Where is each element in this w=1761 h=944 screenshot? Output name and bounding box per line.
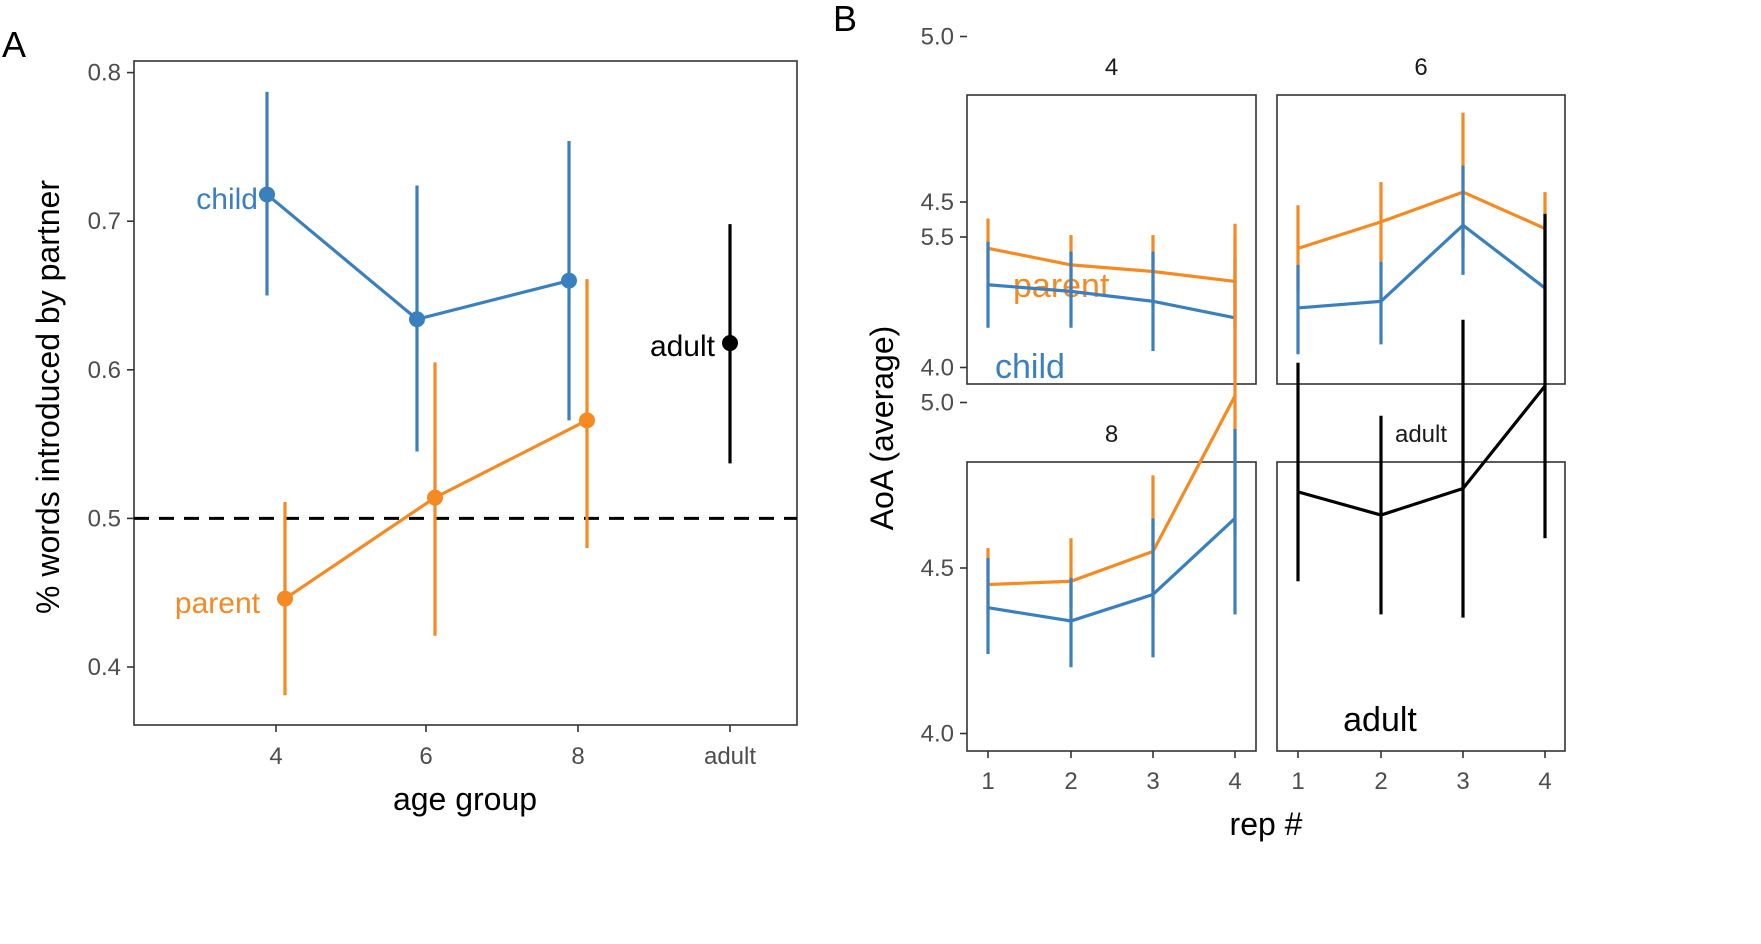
- facet-6-child-line: [1297, 223, 1546, 310]
- panel-a-child-point: [409, 311, 425, 328]
- panel-a-x-tick-label: 4: [269, 743, 282, 770]
- panel-a-x-tick-label: 8: [571, 743, 584, 770]
- facet-8-y-tick-label: 4.0: [921, 721, 954, 748]
- facet-8-y-tick-label: 5.0: [921, 390, 954, 417]
- panel-a-ylabel: % words introduced by partner: [30, 180, 66, 614]
- facet-8-child-line: [987, 517, 1237, 623]
- panel-a-y-tick-label: 0.4: [88, 654, 121, 681]
- facet-adult-label-adult: adult: [1343, 701, 1417, 739]
- facet-4-y-tick-label: 5.0: [921, 24, 954, 51]
- panel-a-tag: A: [2, 24, 26, 65]
- panel-a-xlabel: age group: [393, 781, 537, 817]
- facet-6-strip-title: 6: [1414, 54, 1427, 81]
- facet-4-parent-line: [987, 246, 1236, 284]
- panel-b-tag: B: [833, 0, 857, 39]
- facet-8-y-tick-label: 5.5: [921, 224, 954, 251]
- facet-8-parent-line: [987, 395, 1237, 587]
- panel-a-label-adult: adult: [650, 330, 716, 363]
- facet-8-x-tick-label: 2: [1064, 768, 1077, 795]
- panel-a-parent-point: [427, 489, 443, 506]
- panel-a-label-parent: parent: [175, 587, 261, 620]
- facet-adult-frame: [1276, 461, 1566, 752]
- panel-a-child-point: [259, 186, 275, 203]
- facet-8-strip-title: 8: [1105, 421, 1118, 448]
- facet-8-y-tick-label: 4.5: [921, 555, 954, 582]
- facet-adult-x-tick-label: 2: [1374, 768, 1387, 795]
- facet-8-frame: [966, 461, 1257, 752]
- facet-adult-x-tick-label: 1: [1291, 768, 1304, 795]
- panel-a-label-child: child: [196, 183, 258, 216]
- facet-6-frame: [1276, 94, 1566, 385]
- facet-6-parent-line: [1297, 190, 1546, 250]
- panel-a-x-tick-label: adult: [704, 743, 756, 770]
- panel-a-y-tick-label: 0.8: [88, 60, 121, 87]
- facet-4-frame: [966, 94, 1257, 385]
- panel-b-ylabel: AoA (average): [864, 326, 900, 531]
- panel-a-plot: 0.4 0.5 0.6 0.7 0.8 4 6 8 adult: [88, 60, 798, 770]
- facet-4-y-tick-label: 4.0: [921, 355, 954, 382]
- panel-a-y-tick-label: 0.6: [88, 357, 121, 384]
- panel-a-child-point: [561, 272, 577, 289]
- facet-8-x-tick-label: 4: [1228, 768, 1241, 795]
- facet-4-label-parent: parent: [1013, 267, 1110, 305]
- facet-4-child-line: [987, 283, 1236, 320]
- panel-b-xlabel: rep #: [1230, 806, 1303, 842]
- facet-8-x-tick-label: 1: [981, 768, 994, 795]
- panel-a-y-tick-label: 0.5: [88, 505, 121, 532]
- facet-adult-x-tick-label: 4: [1538, 768, 1551, 795]
- facet-4-label-child: child: [995, 348, 1065, 386]
- facet-adult-x-tick-label: 3: [1456, 768, 1469, 795]
- facet-adult-strip-title: adult: [1395, 421, 1447, 448]
- panel-a-x-tick-label: 6: [419, 743, 432, 770]
- facet-4-y-tick-label: 4.5: [921, 189, 954, 216]
- panel-a-parent-point: [579, 412, 595, 429]
- facet-4-strip-title: 4: [1105, 54, 1118, 81]
- facet-adult-adult-line: [1297, 384, 1547, 517]
- panel-a-parent-point: [277, 590, 293, 607]
- panel-a-frame: [133, 60, 798, 726]
- panel-a-adult-point: [722, 335, 738, 352]
- panel-a-y-tick-label: 0.7: [88, 208, 121, 235]
- facet-8-x-tick-label: 3: [1146, 768, 1159, 795]
